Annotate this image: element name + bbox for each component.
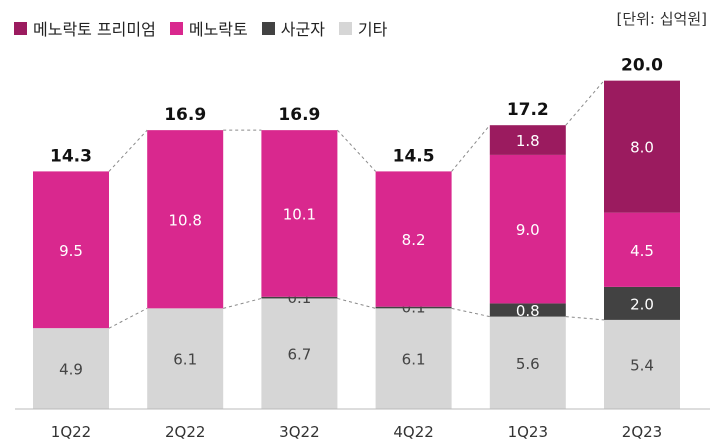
bar-3Q22-series-1 <box>261 296 338 299</box>
x-tick-1Q23: 1Q23 <box>508 423 548 441</box>
data-label-1Q22-series-0: 4.9 <box>59 361 83 379</box>
data-label-1Q23-series-1: 0.8 <box>516 302 540 320</box>
bar-3Q22-series-2 <box>261 130 338 297</box>
legend-item-other: 기타 <box>338 16 388 40</box>
bar-2Q23-series-1 <box>604 286 680 320</box>
legend-swatch-menolacto <box>169 21 183 35</box>
legend-label-menolacto: 메노락토 <box>188 20 248 39</box>
total-label-4Q22: 14.5 <box>393 146 435 166</box>
data-label-3Q22-series-2: 10.1 <box>283 205 316 223</box>
x-tick-4Q22: 4Q22 <box>393 423 433 441</box>
data-label-1Q23-series-3: 1.8 <box>516 132 540 150</box>
legend-item-premium: 메노락토 프리미엄 <box>14 16 156 40</box>
x-tick-3Q22: 3Q22 <box>279 423 319 441</box>
legend-label-subsidiary: 사군자 <box>280 20 325 39</box>
data-label-2Q22-series-2: 10.8 <box>168 211 201 229</box>
data-label-2Q23-series-2: 4.5 <box>630 242 654 260</box>
bar-2Q22-series-0 <box>147 308 224 409</box>
total-label-3Q22: 16.9 <box>278 105 320 125</box>
bar-1Q23-series-1 <box>489 303 566 317</box>
connector-top-2 <box>337 129 376 172</box>
legend-swatch-premium <box>14 21 27 35</box>
data-label-2Q22-series-0: 6.1 <box>173 351 197 369</box>
total-label-2Q23: 20.0 <box>621 56 663 76</box>
data-label-1Q22-series-2: 9.5 <box>59 242 83 260</box>
connector-bottom-0 <box>108 307 148 329</box>
connector-bottom-1 <box>223 297 262 309</box>
bar-4Q22-series-2 <box>375 171 452 307</box>
connector-bottom-4 <box>565 316 605 321</box>
bar-2Q22-series-2 <box>147 130 224 309</box>
x-tick-2Q23: 2Q23 <box>622 423 662 441</box>
x-tick-1Q22: 1Q22 <box>51 423 91 441</box>
bar-1Q22-series-2 <box>33 171 109 329</box>
bar-4Q22-series-1 <box>375 306 452 309</box>
legend-item-menolacto: 메노락토 <box>169 16 248 40</box>
connector-top-3 <box>451 124 491 172</box>
bar-1Q22-series-0 <box>33 328 109 409</box>
legend-swatch-other <box>338 21 352 35</box>
legend-item-subsidiary: 사군자 <box>261 16 325 40</box>
data-label-2Q23-series-1: 2.0 <box>630 295 654 313</box>
bar-2Q23-series-3 <box>604 80 680 213</box>
bar-4Q22-series-0 <box>375 308 452 409</box>
bar-3Q22-series-0 <box>261 298 338 409</box>
bar-1Q23-series-3 <box>489 125 566 155</box>
connector-bottom-2 <box>337 297 376 309</box>
connector-bottom-3 <box>451 307 490 318</box>
legend-label-other: 기타 <box>357 20 388 39</box>
total-label-1Q22: 14.3 <box>50 146 92 166</box>
data-label-2Q23-series-0: 5.4 <box>630 356 654 374</box>
bar-2Q23-series-2 <box>604 212 680 287</box>
data-label-1Q23-series-2: 9.0 <box>516 221 540 239</box>
data-label-4Q22-series-0: 6.1 <box>402 351 426 369</box>
connector-top-0 <box>108 129 148 172</box>
legend-label-premium: 메노락토 프리미엄 <box>33 20 156 39</box>
total-label-2Q22: 16.9 <box>164 105 206 125</box>
bar-1Q23-series-2 <box>489 154 566 304</box>
x-tick-2Q22: 2Q22 <box>165 423 205 441</box>
unit-label: [단위: 십억원] <box>616 10 707 28</box>
data-label-2Q23-series-3: 8.0 <box>630 139 654 157</box>
legend: 메노락토 프리미엄 메노락토 사군자 기타 <box>14 16 401 40</box>
bar-1Q23-series-0 <box>489 316 566 409</box>
total-label-1Q23: 17.2 <box>507 100 549 120</box>
data-label-1Q23-series-0: 5.6 <box>516 355 540 373</box>
data-label-4Q22-series-2: 8.2 <box>402 231 426 249</box>
connector-top-4 <box>565 80 605 126</box>
bar-2Q23-series-0 <box>604 319 680 409</box>
data-label-3Q22-series-0: 6.7 <box>287 346 311 364</box>
legend-swatch-subsidiary <box>261 21 275 35</box>
